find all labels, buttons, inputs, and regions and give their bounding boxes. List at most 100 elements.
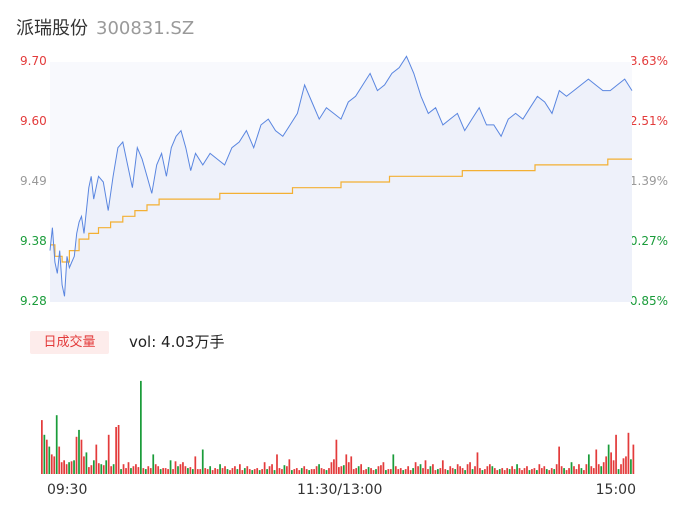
volume-bar	[575, 469, 578, 474]
volume-bar	[342, 465, 345, 474]
volume-bar	[451, 468, 454, 474]
volume-bar	[583, 470, 585, 474]
volume-bar	[360, 464, 363, 474]
volume-bar	[424, 460, 427, 474]
volume-bar	[75, 436, 78, 474]
volume-bar	[50, 454, 53, 474]
volume-bar	[385, 470, 387, 474]
volume-bar	[320, 468, 323, 474]
volume-bar	[315, 466, 318, 474]
volume-bar	[325, 470, 328, 474]
volume-bar	[281, 469, 283, 474]
volume-bar	[620, 464, 622, 474]
volume-bar	[550, 468, 553, 474]
volume-bar	[501, 468, 504, 474]
volume-bar	[516, 464, 518, 474]
volume-bar	[417, 466, 419, 474]
volume-bar	[241, 470, 244, 474]
volume-bar	[60, 462, 63, 474]
volume-bar	[464, 470, 466, 474]
volume-bar	[159, 469, 162, 474]
volume-bar	[137, 467, 140, 474]
volume-bar	[209, 466, 212, 474]
volume-bar	[243, 468, 246, 474]
volume-bar	[295, 468, 298, 474]
volume-bar	[78, 429, 80, 474]
volume-bar	[107, 434, 110, 474]
volume-bar	[253, 469, 256, 474]
volume-bar	[377, 466, 380, 474]
volume-bar	[90, 465, 93, 474]
volume-bar	[55, 415, 58, 474]
y-tick-label: 9.60	[20, 114, 47, 128]
volume-bar	[488, 464, 491, 474]
volume-bar	[548, 470, 551, 474]
volume-bar	[402, 470, 405, 474]
volume-bar	[545, 469, 548, 474]
average-price-line	[50, 158, 632, 263]
volume-bar	[135, 464, 137, 474]
volume-bar	[157, 466, 160, 474]
volume-bar	[278, 468, 281, 474]
volume-bar	[251, 470, 254, 474]
volume-bar	[375, 469, 377, 474]
volume-bar	[578, 464, 580, 474]
volume-bar	[474, 466, 476, 474]
volume-bar	[526, 466, 528, 474]
volume-bar	[540, 468, 543, 474]
y2-tick-label: 0.27%	[629, 234, 668, 248]
volume-bar	[224, 466, 226, 474]
volume-bar	[194, 456, 197, 474]
volume-bar	[268, 466, 271, 474]
volume-bar	[263, 462, 266, 474]
volume-bars	[41, 380, 635, 474]
volume-bar	[290, 470, 293, 474]
volume-bar	[110, 466, 113, 474]
volume-bar	[273, 470, 276, 474]
y2-tick-label: -0.85%	[625, 294, 668, 308]
volume-bar	[461, 468, 464, 474]
volume-bar	[283, 465, 286, 474]
volume-bar	[248, 469, 251, 474]
volume-bar	[479, 468, 481, 474]
volume-bar	[305, 469, 308, 474]
volume-bar	[112, 464, 115, 474]
volume-bar	[533, 468, 536, 474]
volume-bar	[102, 465, 105, 474]
volume-bar	[206, 469, 209, 474]
volume-bar	[308, 470, 311, 474]
volume-bar	[83, 456, 85, 474]
price-area-fill	[50, 56, 632, 302]
volume-bar	[258, 470, 261, 474]
volume-bar	[352, 469, 355, 474]
volume-bar	[310, 469, 313, 474]
volume-bar	[219, 464, 221, 474]
volume-bar	[147, 466, 150, 474]
volume-bar	[65, 464, 68, 474]
volume-bar	[407, 466, 410, 474]
volume-bar	[441, 460, 444, 474]
volume-bar	[226, 469, 229, 474]
volume-bar	[164, 468, 167, 474]
volume-bar	[412, 468, 414, 474]
volume-bar	[605, 456, 608, 474]
volume-bar	[154, 464, 157, 474]
volume-bar	[184, 466, 187, 474]
volume-tab[interactable]: 日成交量	[30, 331, 109, 354]
volume-bar	[191, 469, 194, 474]
volume-bar	[288, 459, 291, 474]
volume-bar	[610, 452, 612, 474]
volume-bar	[481, 470, 484, 474]
volume-bar	[41, 420, 43, 474]
volume-bar	[555, 464, 558, 474]
volume-bar	[177, 466, 179, 474]
volume-bar	[63, 460, 66, 474]
volume-bar	[70, 461, 73, 474]
volume-bar	[446, 470, 449, 474]
volume-bar	[132, 466, 135, 474]
volume-bar	[449, 466, 452, 474]
volume-bar	[167, 469, 169, 474]
volume-bar	[216, 469, 219, 474]
volume-bar	[328, 468, 330, 474]
volume-bar	[437, 469, 439, 474]
